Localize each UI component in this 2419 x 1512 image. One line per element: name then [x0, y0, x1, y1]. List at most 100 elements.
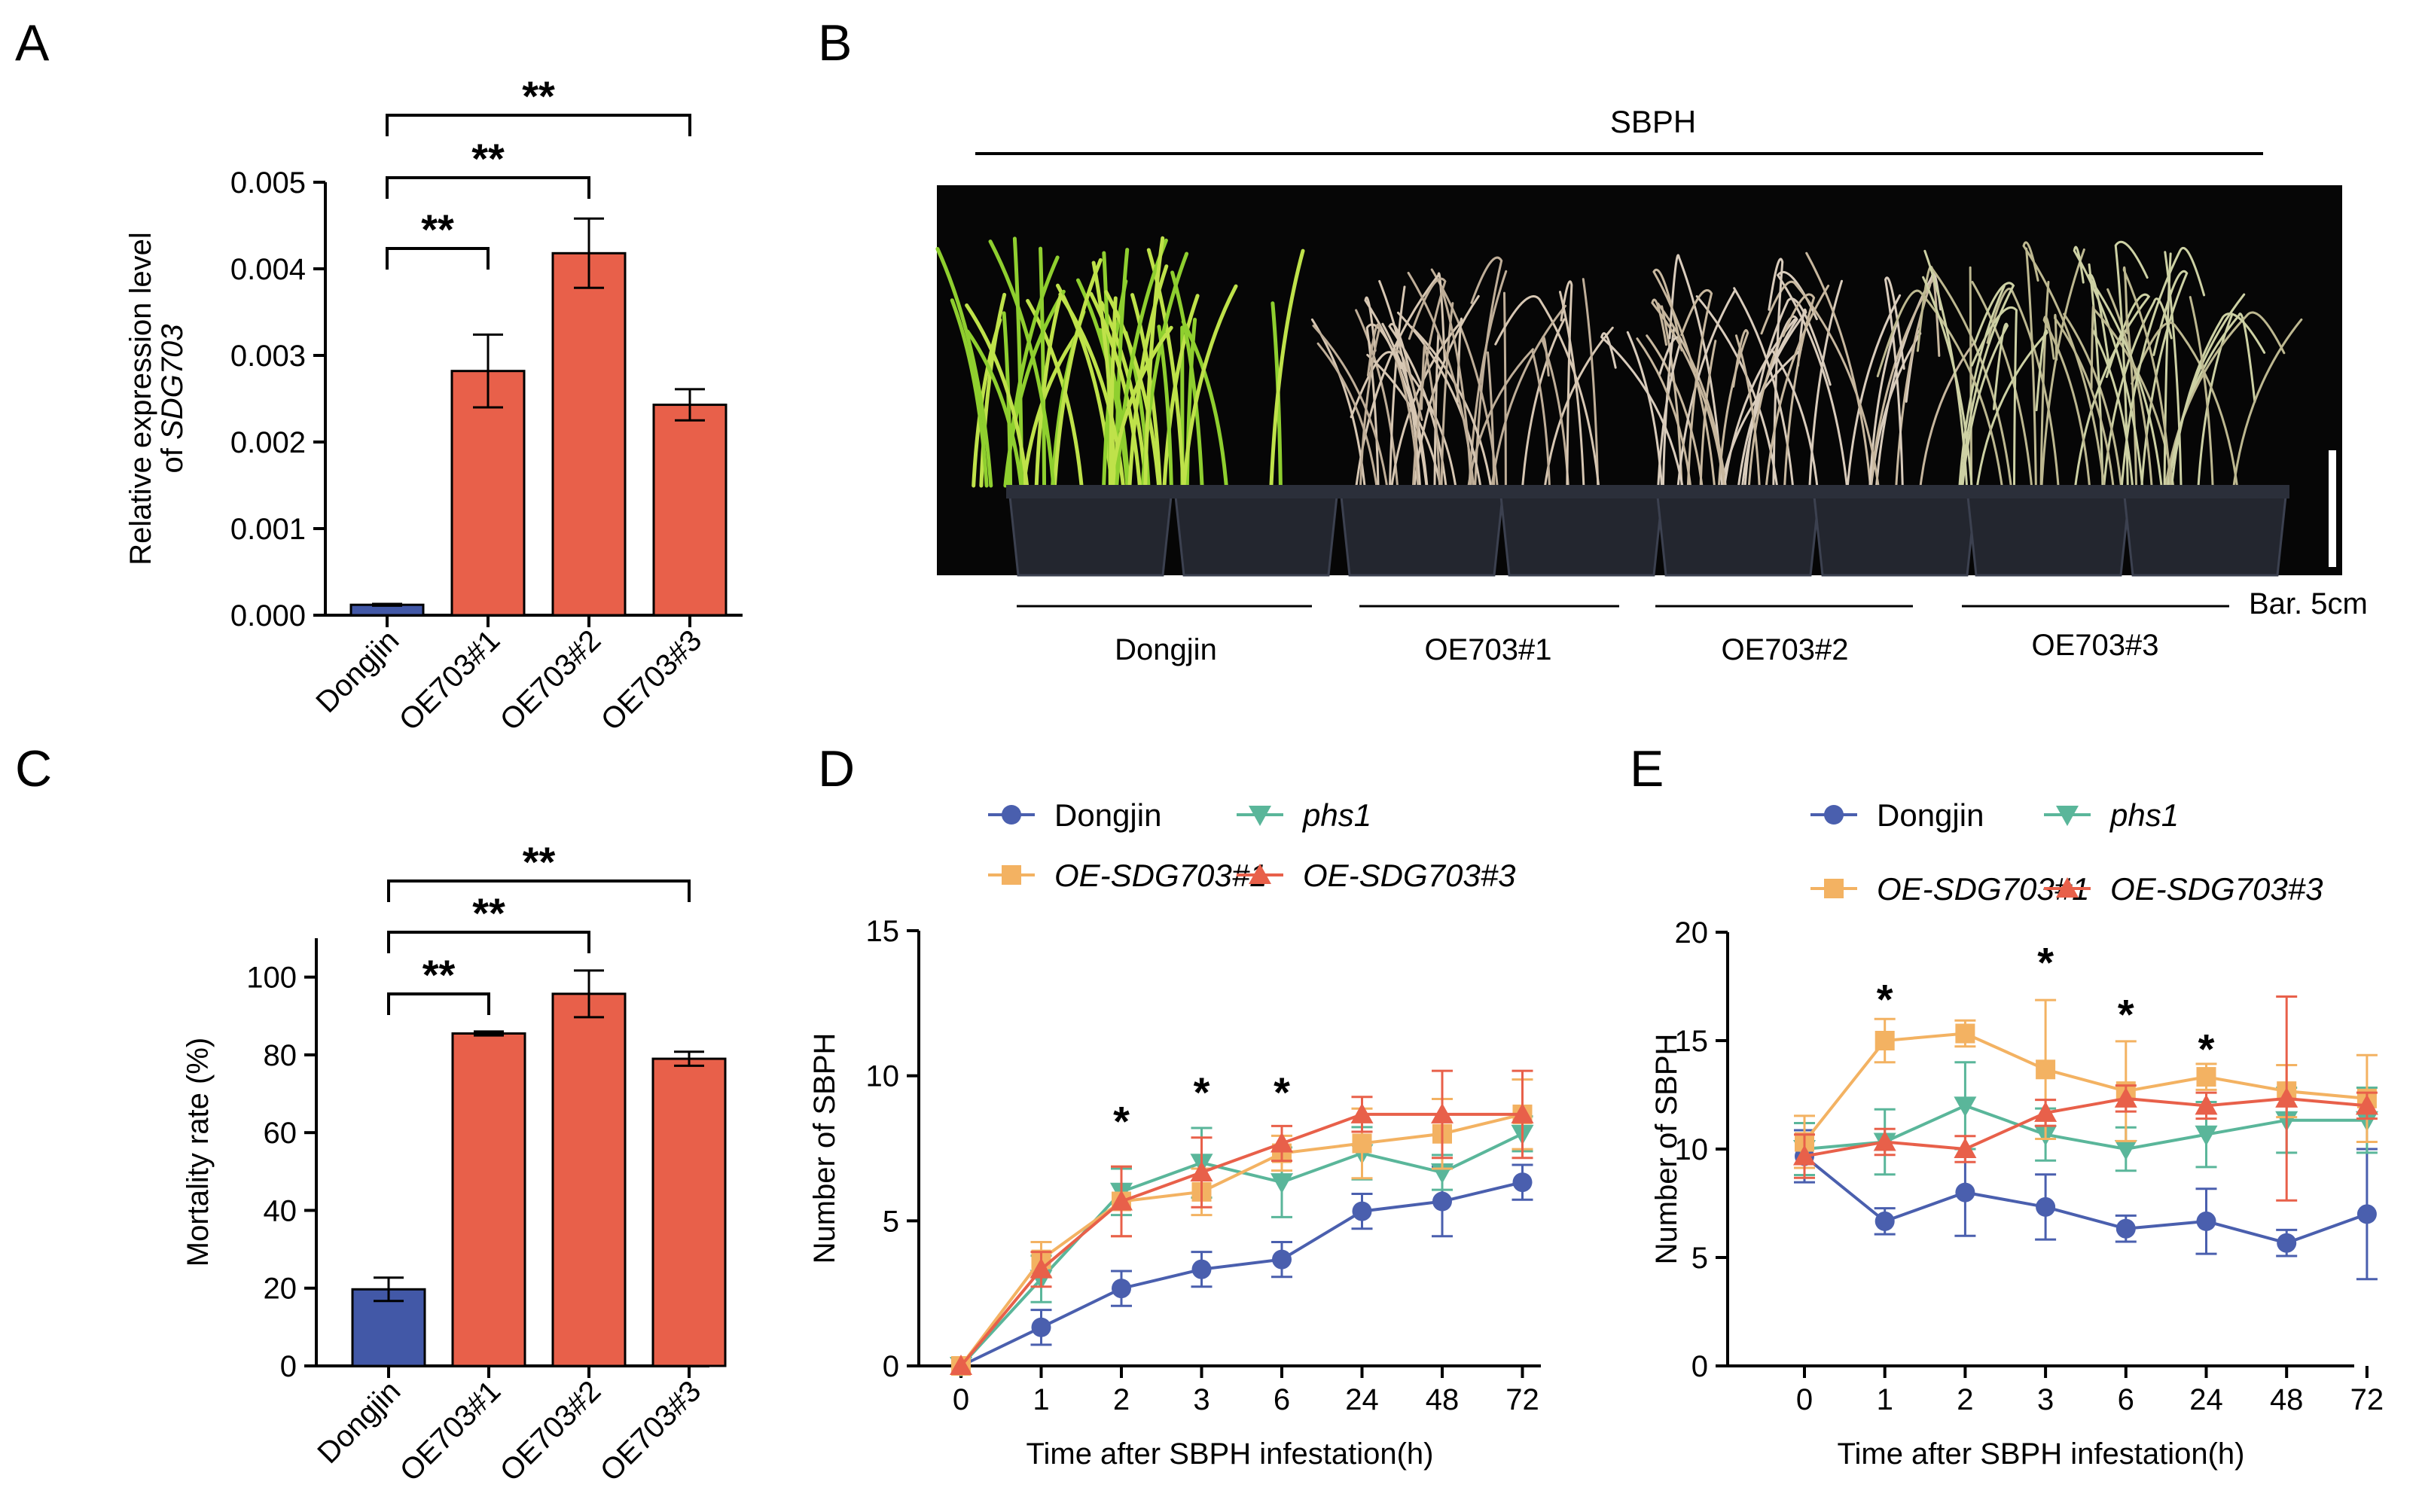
seedling-leaf: [1676, 290, 1736, 487]
y-tick-label: 5: [1691, 1242, 1708, 1275]
y-axis-label: Number of SBPH: [808, 1033, 841, 1264]
series-line: [959, 1112, 1523, 1367]
seedling-leaf: [2163, 252, 2172, 487]
significance-star: *: [2118, 991, 2134, 1038]
data-point: [1002, 865, 1021, 885]
x-tick-label: 3: [2037, 1383, 2054, 1416]
data-point: [2114, 1087, 2137, 1108]
seedling-leaf: [2189, 296, 2214, 487]
seedling-leaf: [1782, 293, 1816, 487]
seedling-leaf: [1560, 280, 1573, 487]
significance-label: **: [471, 135, 505, 182]
data-point: [1793, 1145, 1816, 1166]
data-point: [2355, 1094, 2378, 1115]
y-axis-label-line2: of SDG703: [156, 325, 189, 474]
y-axis-label: Mortality rate (%): [182, 1038, 215, 1267]
seedling-leaf: [1269, 248, 1305, 488]
x-tick-label: 0: [1796, 1383, 1813, 1416]
data-point: [2277, 1233, 2297, 1253]
seedling-leaf: [2074, 293, 2151, 487]
x-tick-label: OE703#2: [494, 623, 608, 737]
seedling-leaf: [935, 246, 993, 488]
seedling-leaf: [1737, 308, 1807, 487]
legend-label: phs1: [2109, 797, 2179, 833]
significance-label: **: [421, 206, 454, 253]
series-line: [1803, 1032, 2368, 1143]
data-point: [2056, 806, 2079, 826]
legend-label: OE-SDG703#1: [1054, 858, 1267, 893]
x-tick-label: 0: [953, 1383, 969, 1416]
panel-letter-d: D: [818, 740, 855, 797]
pot-rim: [1172, 485, 1341, 498]
panel-letter-c: C: [15, 740, 52, 797]
significance-label: **: [472, 889, 505, 937]
treatment-label: SBPH: [1610, 104, 1696, 139]
significance-bracket: [387, 931, 590, 953]
x-tick-label: 3: [1193, 1383, 1210, 1416]
y-axis-label: Number of SBPH: [1650, 1034, 1683, 1265]
x-tick-label: 24: [2189, 1383, 2223, 1416]
seedling-leaf: [1558, 291, 1585, 487]
data-point: [1031, 1317, 1051, 1337]
data-point: [1511, 1102, 1534, 1123]
seedling-leaf: [1470, 256, 1503, 487]
data-point: [2195, 1125, 2218, 1146]
seedling-leaf: [1876, 289, 2003, 487]
seedling-leaf: [988, 239, 1056, 488]
x-tick-label: 6: [2118, 1383, 2134, 1416]
rice-seedlings: [935, 236, 2303, 488]
significance-star: *: [2198, 1026, 2215, 1073]
data-point: [2115, 1218, 2136, 1239]
y-axis-label: Relative expression level: [124, 232, 157, 565]
data-point: [2196, 1211, 2216, 1231]
data-point: [1431, 1102, 1454, 1123]
seedling-leaf: [965, 303, 1030, 488]
seedling-leaf: [1091, 261, 1117, 488]
pot: [1008, 488, 1173, 577]
panel-letter-b: B: [818, 14, 852, 72]
seedling-leaf: [1143, 236, 1165, 488]
data-point: [2275, 1087, 2299, 1108]
y-tick-label: 20: [264, 1273, 297, 1306]
seedling-group: [1876, 240, 2303, 487]
series-oe-sdg703-3: [950, 1069, 1534, 1375]
data-point: [1352, 1133, 1372, 1154]
seedling-leaf: [950, 298, 989, 488]
x-tick-label: 6: [1274, 1383, 1290, 1416]
seedling-leaf: [1109, 296, 1118, 488]
seedling-group: [1310, 256, 1614, 487]
seedling-leaf: [2054, 313, 2115, 487]
y-tick-label: 80: [264, 1039, 297, 1072]
pot: [1173, 488, 1339, 577]
significance-label: **: [523, 838, 556, 886]
seedling-leaf: [2170, 312, 2266, 487]
data-point: [1110, 1190, 1133, 1211]
x-tick-label: 48: [1426, 1383, 1460, 1416]
data-point: [1112, 1279, 1131, 1299]
bar: [551, 251, 627, 617]
data-point: [1954, 1096, 1977, 1117]
seedling-leaf: [2114, 240, 2149, 487]
series-line: [959, 1112, 1523, 1367]
seedling-leaf: [1039, 246, 1047, 488]
pot-rim: [1654, 485, 1823, 498]
significance-label: **: [422, 951, 456, 998]
seedling-leaf: [1089, 291, 1142, 488]
y-tick-label: 0.004: [230, 253, 306, 286]
seedling-leaf: [1502, 291, 1507, 487]
series-line: [1804, 1096, 2368, 1158]
seedling-leaf: [1733, 287, 1794, 487]
seedling-leaf: [2091, 328, 2134, 487]
seedling-leaf: [2120, 246, 2206, 487]
legend-label: phs1: [1301, 797, 1371, 833]
data-point: [2195, 1094, 2218, 1115]
bar: [551, 992, 627, 1367]
data-point: [1271, 1132, 1293, 1153]
chart-a-expression: 0.0000.0010.0020.0030.0040.005DongjinOE7…: [124, 72, 743, 737]
pot: [1339, 488, 1505, 577]
seedling-leaf: [1034, 294, 1063, 488]
seedling-leaf: [1668, 254, 1724, 487]
data-point: [2056, 877, 2079, 898]
seedling-leaf: [1541, 335, 1569, 487]
data-point: [2034, 1101, 2058, 1122]
